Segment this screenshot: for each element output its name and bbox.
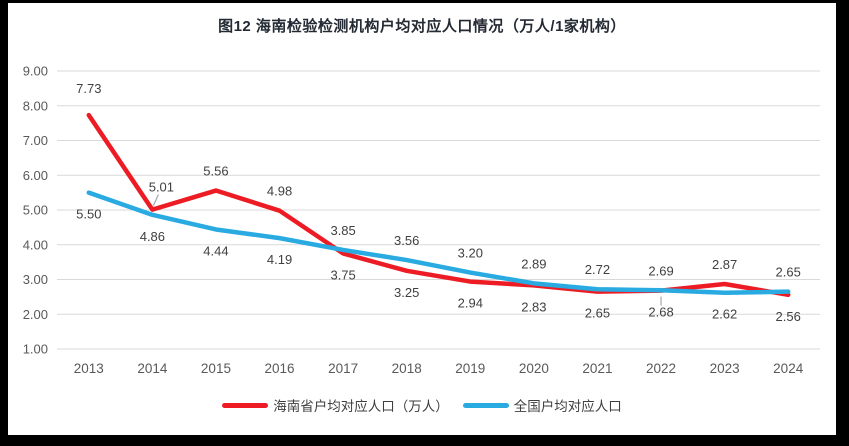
national-point-label: 2.89 bbox=[521, 256, 546, 271]
national-point-label: 3.85 bbox=[330, 223, 355, 238]
hainan-point-label: 5.56 bbox=[203, 164, 228, 179]
legend-label-hainan: 海南省户均对应人口（万人） bbox=[273, 399, 449, 414]
y-axis-tick-label: 9.00 bbox=[23, 64, 48, 79]
x-axis-tick-label: 2018 bbox=[392, 361, 422, 376]
legend-swatch-national-blue-line bbox=[462, 402, 509, 408]
hainan-point-label: 2.94 bbox=[458, 296, 483, 311]
hainan-point-label: 4.98 bbox=[267, 184, 292, 199]
hainan-point-label: 7.73 bbox=[76, 81, 101, 96]
y-axis-tick-label: 1.00 bbox=[23, 342, 48, 357]
y-axis-tick-label: 6.00 bbox=[23, 168, 48, 183]
y-axis-tick-label: 2.00 bbox=[23, 307, 48, 322]
national-point-label: 2.62 bbox=[712, 307, 737, 322]
x-axis-tick-label: 2024 bbox=[773, 361, 804, 376]
x-axis-tick-label: 2013 bbox=[74, 361, 104, 376]
chart-legend: 海南省户均对应人口（万人） 全国户均对应人口 bbox=[8, 395, 836, 415]
chart-title: 图12 海南检验检测机构户均对应人口情况（万人/1家机构） bbox=[218, 18, 626, 35]
x-axis-tick-label: 2016 bbox=[265, 361, 295, 376]
hainan-point-label: 3.75 bbox=[330, 267, 355, 282]
chart-canvas: 9.00 8.00 7.00 6.00 5.00 4.00 3.00 2.00 1.00 2013… bbox=[23, 64, 820, 376]
y-axis-tick-label: 8.00 bbox=[23, 98, 48, 113]
x-axis-tick-label: 2015 bbox=[201, 361, 231, 376]
hainan-point-label: 2.56 bbox=[776, 309, 801, 324]
x-axis-tick-label: 2023 bbox=[710, 361, 740, 376]
hainan-point-label: 2.65 bbox=[585, 306, 610, 321]
y-axis-tick-label: 7.00 bbox=[23, 133, 48, 148]
x-axis-tick-label: 2014 bbox=[137, 361, 168, 376]
y-axis-tick-label: 5.00 bbox=[23, 203, 48, 218]
national-point-label: 3.20 bbox=[458, 246, 483, 261]
x-axis-tick-label: 2017 bbox=[328, 361, 358, 376]
national-series-line bbox=[86, 190, 791, 295]
national-point-label: 4.44 bbox=[203, 243, 228, 258]
national-point-label: 3.56 bbox=[394, 233, 419, 248]
y-axis-tick-label: 3.00 bbox=[23, 272, 48, 287]
x-axis-tick-label: 2020 bbox=[519, 361, 549, 376]
hainan-point-label: 3.25 bbox=[394, 285, 419, 300]
label-leader-line bbox=[152, 194, 159, 206]
y-axis-tick-label: 4.00 bbox=[23, 237, 48, 252]
national-point-label: 2.72 bbox=[585, 262, 610, 277]
legend-label-national: 全国户均对应人口 bbox=[513, 399, 622, 414]
x-axis-tick-label: 2019 bbox=[455, 361, 485, 376]
national-point-label: 2.69 bbox=[648, 263, 673, 278]
hainan-point-label: 2.68 bbox=[648, 305, 673, 320]
national-point-label: 4.19 bbox=[267, 252, 292, 267]
national-point-label: 4.86 bbox=[140, 229, 165, 244]
x-axis-tick-label: 2021 bbox=[582, 361, 612, 376]
legend-swatch-hainan-red-line bbox=[222, 402, 269, 408]
legend-item-hainan: 海南省户均对应人口（万人） bbox=[222, 395, 449, 415]
legend-item-national: 全国户均对应人口 bbox=[462, 395, 622, 415]
hainan-point-label: 5.01 bbox=[149, 180, 174, 195]
x-axis-tick-label: 2022 bbox=[646, 361, 676, 376]
hainan-point-label: 2.83 bbox=[521, 299, 546, 314]
hainan-point-label: 2.87 bbox=[712, 257, 737, 272]
chart-panel: 图12 海南检验检测机构户均对应人口情况（万人/1家机构） 9.00 8.00 7.… bbox=[8, 3, 836, 435]
national-point-label: 5.50 bbox=[76, 207, 101, 222]
national-point-label: 2.65 bbox=[776, 265, 801, 280]
